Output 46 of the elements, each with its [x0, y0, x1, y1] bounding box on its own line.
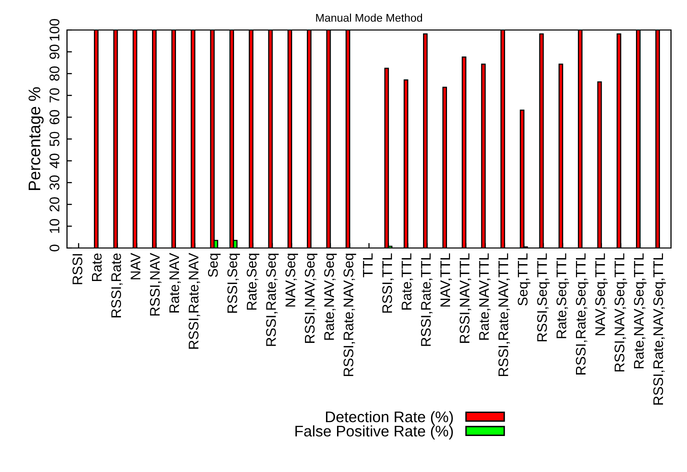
x-tick-label: Seq,TTL	[518, 253, 530, 306]
x-tick-label: RSSI,Rate,TTL	[420, 253, 432, 346]
x-tick-label: TTL	[363, 253, 373, 278]
x-tick-label: NAV,Seq,TTL	[595, 253, 608, 336]
x-tick-label: NAV,TTL	[440, 253, 452, 307]
x-tick-label: RSSI,Rate,NAV,Seq,TTL	[653, 253, 666, 405]
x-tick-label: Seq	[208, 254, 221, 277]
x-tick-label: Rate,NAV	[169, 252, 181, 312]
y-tick-label: 40	[50, 154, 60, 168]
x-tick-label: Rate,NAV,TTL	[479, 253, 491, 340]
x-tick-label: Rate,NAV,Seq,TTL	[634, 253, 646, 368]
y-tick-label: 90	[50, 44, 60, 59]
x-tick-label: Rate,Seq,TTL	[556, 253, 570, 338]
y-tick-label: 20	[50, 197, 60, 212]
x-tick-label: RSSI,Rate,NAV	[188, 252, 200, 349]
x-tick-label: NAV	[130, 252, 140, 280]
x-tick-label: RSSI,NAV,Seq	[304, 254, 318, 343]
x-tick-label: RSSI,Rate,Seq	[266, 254, 279, 346]
x-tick-label: Rate,Seq	[246, 254, 260, 310]
x-tick-label: RSSI,NAV,Seq,TTL	[614, 253, 628, 372]
y-axis-title: Percentage %	[28, 87, 44, 190]
x-tick-label: RSSI,NAV	[150, 252, 162, 316]
y-tick-label: 50	[50, 132, 60, 146]
x-tick-label: Rate,TTL	[402, 253, 414, 310]
y-tick-label: 100	[50, 18, 60, 41]
y-tick-label: 60	[50, 110, 60, 124]
x-tick-label: RSSI,Rate	[111, 253, 123, 318]
x-tick-label: RSSI,Seq	[227, 254, 240, 313]
x-tick-label: Rate,NAV,Seq	[324, 254, 337, 340]
y-tick-label: 80	[50, 66, 60, 81]
x-tick-label: RSSI,Rate,Seq,TTL	[576, 253, 588, 374]
x-tick-label: NAV,Seq	[285, 254, 298, 307]
y-tick-label: 30	[50, 175, 60, 190]
x-tick-label: RSSI,Rate,NAV,TTL	[498, 253, 510, 376]
y-tick-label: 10	[50, 219, 60, 233]
x-tick-label: RSSI,TTL	[382, 253, 394, 313]
legend-label: False Positive Rate (%)	[295, 425, 453, 440]
legend-label: Detection Rate (%)	[326, 411, 453, 426]
x-tick-label: RSSI,Seq,TTL	[537, 253, 550, 342]
x-tick-label: RSSI	[72, 254, 82, 284]
chart-title: Manual Mode Method	[316, 14, 422, 22]
x-tick-label: RSSI,Rate,NAV,Seq	[344, 254, 356, 376]
x-tick-label: Rate	[92, 253, 102, 282]
x-tick-label: RSSI,NAV,TTL	[460, 253, 472, 343]
y-tick-label: 70	[50, 88, 60, 102]
y-tick-label: 0	[50, 244, 60, 252]
